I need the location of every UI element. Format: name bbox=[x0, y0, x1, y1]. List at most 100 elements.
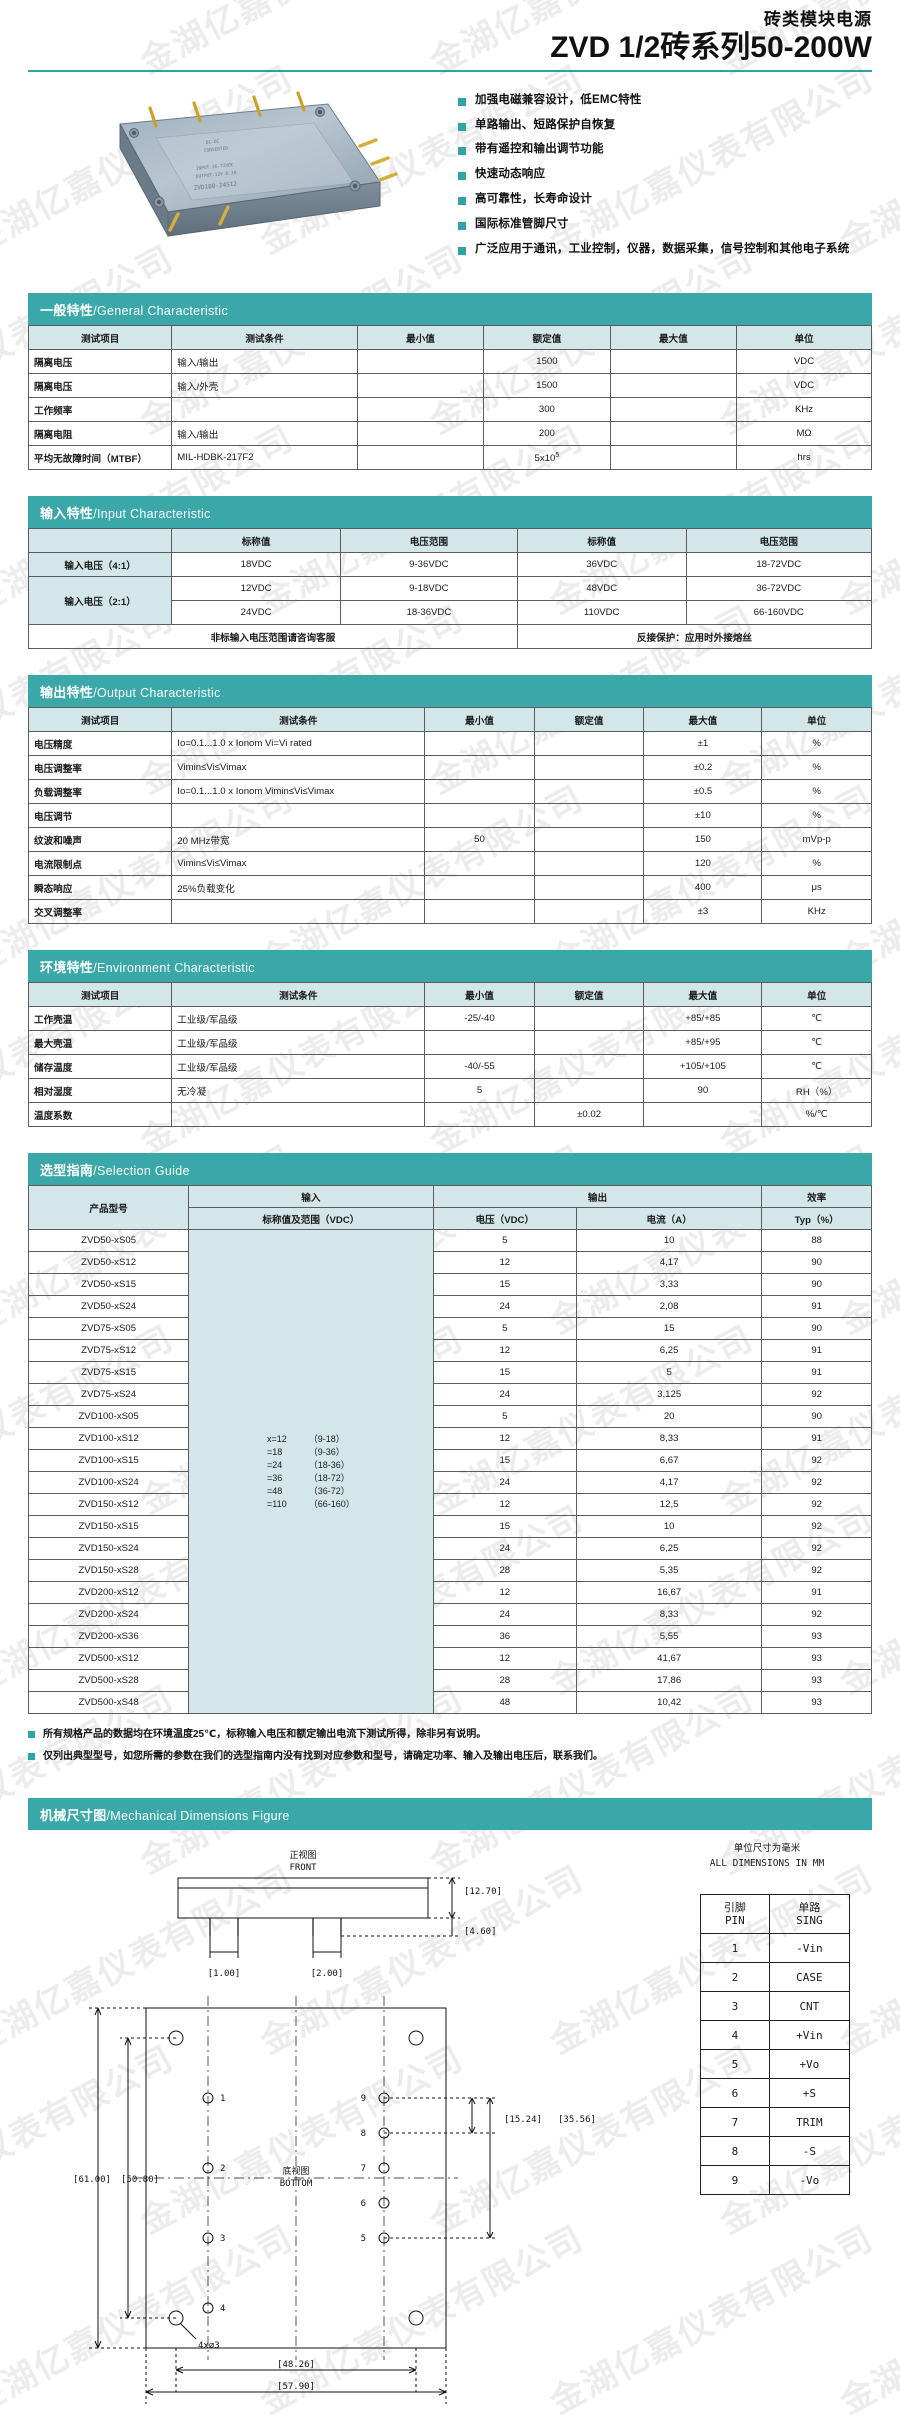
table-row: ZVD200-xS12 12 16,67 91 bbox=[27, 1581, 872, 1605]
table-header-row: 测试项目 测试条件 最小值 额定值 最大值 单位 bbox=[27, 707, 872, 733]
output-current: 8,33 bbox=[575, 1603, 763, 1627]
section-header-input: 输入特性/Input Characteristic bbox=[28, 496, 872, 529]
output-voltage: 28 bbox=[432, 1669, 577, 1693]
col-header: 测试项目 bbox=[27, 325, 173, 351]
product-model: ZVD75-xS12 bbox=[27, 1339, 190, 1363]
output-current: 12,5 bbox=[575, 1493, 763, 1517]
col-model: 产品型号 bbox=[27, 1185, 190, 1231]
feature-item: 国际标准管脚尺寸 bbox=[458, 218, 872, 232]
pin-number: 7 bbox=[700, 2107, 770, 2138]
table-cell bbox=[171, 397, 358, 423]
pin-row: 4 +Vin bbox=[700, 2020, 851, 2051]
pin-row: 7 TRIM bbox=[700, 2107, 851, 2138]
col-header: 最大值 bbox=[643, 982, 763, 1008]
table-row: ZVD500-xS28 28 17,86 93 bbox=[27, 1669, 872, 1693]
pin-number: 3 bbox=[700, 1991, 770, 2022]
table-cell: 18VDC bbox=[171, 552, 341, 578]
product-model: ZVD200-xS24 bbox=[27, 1603, 190, 1627]
product-model: ZVD200-xS36 bbox=[27, 1625, 190, 1649]
col-header: 额定值 bbox=[483, 325, 611, 351]
feature-label: 带有遥控和输出调节功能 bbox=[475, 143, 604, 156]
feature-item: 带有遥控和输出调节功能 bbox=[458, 143, 872, 157]
output-voltage: 12 bbox=[432, 1493, 577, 1517]
output-voltage: 12 bbox=[432, 1339, 577, 1363]
bottom-pin-3: 3 bbox=[220, 2234, 225, 2244]
bottom-pin-1: 1 bbox=[220, 2094, 225, 2104]
feature-item: 高可靠性，长寿命设计 bbox=[458, 193, 872, 207]
output-current: 4,17 bbox=[575, 1471, 763, 1495]
table-cell: KHz bbox=[736, 397, 872, 423]
header-subtitle: 砖类模块电源 bbox=[764, 10, 872, 29]
table-row: 电压精度 Io=0.1...1.0 x Ionom Vi=Vi rated ±1% bbox=[27, 731, 872, 757]
dim-bottom-width-2: [57.90] bbox=[277, 2382, 315, 2392]
table-cell: RH（%） bbox=[761, 1078, 872, 1104]
product-model: ZVD500-xS12 bbox=[27, 1647, 190, 1671]
table-cell: 36VDC bbox=[516, 552, 687, 578]
feature-label: 加强电磁兼容设计，低EMC特性 bbox=[475, 93, 642, 106]
output-current: 3,125 bbox=[575, 1383, 763, 1407]
signal-col-header-en: SING bbox=[796, 1914, 823, 1928]
pin-row: 3 CNT bbox=[700, 1991, 851, 2022]
table-cell: +85/+85 bbox=[643, 1006, 763, 1032]
input-range-list: （9-18） （9-36） （18-36） （18-72） （36-72） （66-160… bbox=[309, 1433, 355, 1511]
table-row: 最大壳温 工业级/军品级 +85/+95 ℃ bbox=[27, 1030, 872, 1056]
table-cell bbox=[424, 1102, 535, 1128]
selection-guide-table: 产品型号 输入 输出 效率 标称值及范围（VDC） 电压（VDC） 电流（A） … bbox=[27, 1185, 872, 1715]
table-row: ZVD75-xS05 5 15 90 bbox=[27, 1317, 872, 1341]
col-header: 最大值 bbox=[609, 325, 738, 351]
pin-number: 6 bbox=[700, 2078, 770, 2109]
col-header: 额定值 bbox=[533, 707, 645, 733]
row-label: 平均无故障时间（MTBF） bbox=[27, 445, 173, 471]
section-header-general: 一般特性/General Characteristic bbox=[28, 293, 872, 326]
col-header: 测试项目 bbox=[27, 707, 173, 733]
table-cell: 18-72VDC bbox=[685, 552, 872, 578]
col-header: 电压范围 bbox=[685, 528, 872, 554]
table-cell bbox=[356, 397, 485, 423]
table-row: ZVD200-xS24 24 8,33 92 bbox=[27, 1603, 872, 1627]
table-row: ZVD50-xS12 12 4,17 90 bbox=[27, 1251, 872, 1275]
output-current: 10,42 bbox=[575, 1691, 763, 1715]
footnotes: 所有规格产品的数据均在环境温度25℃，标称输入电压和额定输出电流下测试所得，除非… bbox=[28, 1728, 872, 1763]
output-current: 5,55 bbox=[575, 1625, 763, 1649]
table-cell bbox=[533, 899, 645, 925]
product-model: ZVD100-xS05 bbox=[27, 1405, 190, 1429]
signal-col-header-cn: 单路 bbox=[798, 1900, 821, 1914]
output-current: 17,86 bbox=[575, 1669, 763, 1693]
units-note-cn: 单位尺寸为毫米 bbox=[733, 1843, 801, 1855]
row-label: 隔离电压 bbox=[27, 373, 173, 399]
col-header: 最小值 bbox=[356, 325, 485, 351]
bottom-view-label-cn: 底视图 bbox=[282, 2165, 309, 2176]
table-row: ZVD50-xS15 15 3,33 90 bbox=[27, 1273, 872, 1297]
pin-row: 9 -Vo bbox=[700, 2165, 851, 2196]
pin-row: 1 -Vin bbox=[700, 1933, 851, 1964]
table-cell: 5x105 bbox=[483, 445, 611, 471]
table-cell: ℃ bbox=[761, 1030, 872, 1056]
table-row: ZVD150-xS28 28 5,35 92 bbox=[27, 1559, 872, 1583]
table-cell: +85/+95 bbox=[643, 1030, 763, 1056]
table-cell: % bbox=[761, 755, 872, 781]
dim-left-height-2: [50.80] bbox=[121, 2175, 159, 2185]
table-cell: 50 bbox=[424, 827, 535, 853]
row-label: 电压调整率 bbox=[27, 755, 173, 781]
output-current: 16,67 bbox=[575, 1581, 763, 1605]
product-model: ZVD100-xS15 bbox=[27, 1449, 190, 1473]
table-row: ZVD75-xS15 15 5 91 bbox=[27, 1361, 872, 1385]
section-input-characteristic: 输入特性/Input Characteristic 标称值 电压范围 标称值 电压范围… bbox=[27, 496, 873, 650]
table-row: 电压调节 ±10% bbox=[27, 803, 872, 829]
section-environment-characteristic: 环境特性/Environment Characteristic 测试项目 测试条件… bbox=[27, 950, 872, 1128]
efficiency: 92 bbox=[761, 1559, 872, 1583]
output-voltage: 48 bbox=[432, 1691, 577, 1715]
table-cell: 48VDC bbox=[516, 576, 687, 602]
table-cell bbox=[356, 421, 485, 447]
table-cell: ±0.2 bbox=[643, 755, 763, 781]
efficiency: 91 bbox=[761, 1339, 872, 1363]
feature-label: 广泛应用于通讯，工业控制，仪器，数据采集，信号控制和其他电子系统 bbox=[475, 242, 850, 255]
output-voltage: 15 bbox=[432, 1273, 577, 1297]
table-cell bbox=[424, 779, 535, 805]
environment-characteristic-table: 测试项目 测试条件 最小值 额定值 最大值 单位 工作壳温 工业级/军品级 -25/-40 +8… bbox=[27, 982, 872, 1128]
table-cell bbox=[533, 1054, 645, 1080]
product-model: ZVD150-xS24 bbox=[27, 1537, 190, 1561]
table-cell: μs bbox=[761, 875, 872, 901]
pin-signal: +Vin bbox=[768, 2020, 851, 2051]
